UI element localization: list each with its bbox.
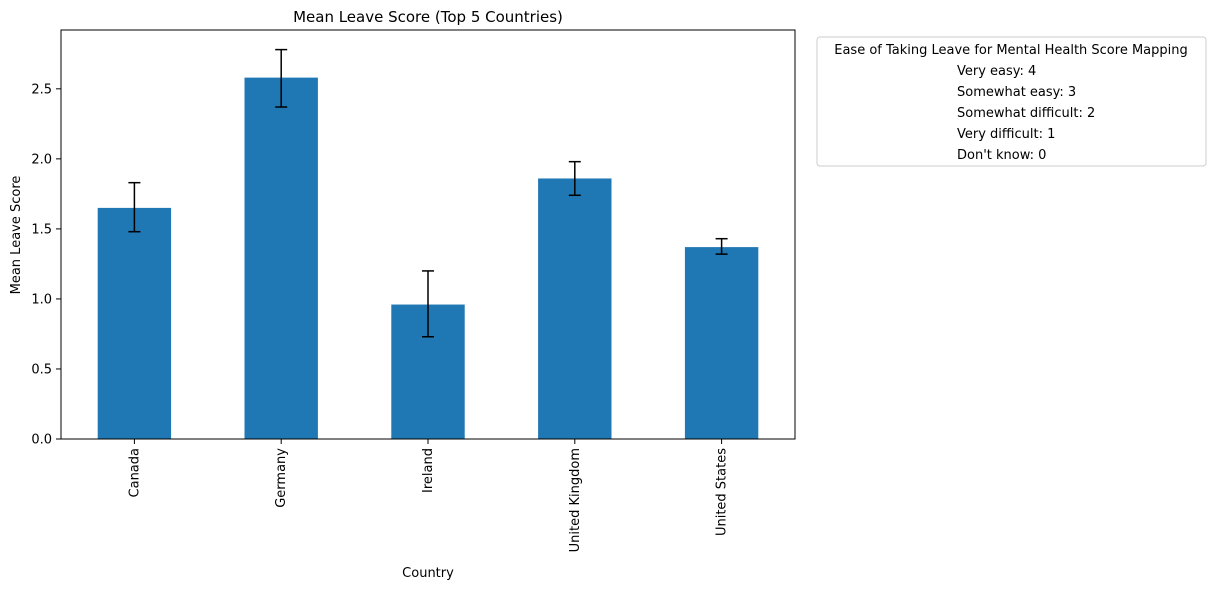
y-axis: 0.0 0.5 1.0 1.5 2.0 2.5: [31, 82, 61, 448]
y-tick-label: 2.5: [31, 82, 52, 97]
error-bar-ireland: [422, 270, 434, 338]
legend-entry-very-easy: Very easy: 4: [957, 64, 1036, 79]
y-tick-label: 1.5: [31, 222, 52, 237]
legend: Ease of Taking Leave for Mental Health S…: [816, 36, 1207, 167]
bar-canada: [97, 207, 172, 439]
bar-germany: [244, 77, 318, 439]
legend-title: Ease of Taking Leave for Mental Health S…: [834, 43, 1188, 58]
error-bar-canada: [128, 181, 141, 233]
y-tick-label: 0.0: [31, 433, 52, 448]
error-bar-united-states: [715, 237, 728, 255]
bar-united-kingdom: [538, 178, 612, 439]
y-tick-label: 0.5: [31, 362, 52, 377]
chart-title: Mean Leave Score (Top 5 Countries): [293, 8, 563, 26]
y-axis-label: Mean Leave Score: [9, 176, 24, 295]
x-tick-label-united-states: United States: [715, 448, 730, 536]
x-tick-label-germany: Germany: [274, 448, 289, 508]
x-axis-label: Country: [402, 566, 454, 581]
legend-entry-very-difficult: Very difficult: 1: [957, 127, 1055, 142]
bar-united-states: [684, 247, 759, 439]
x-tick-label-ireland: Ireland: [421, 448, 436, 493]
error-bar-germany: [275, 48, 288, 108]
x-tick-label-canada: Canada: [127, 448, 142, 497]
legend-entry-dont-know: Don't know: 0: [957, 148, 1046, 163]
y-tick-label: 2.0: [31, 152, 52, 167]
y-tick-label: 1.0: [31, 292, 52, 307]
legend-box: [816, 36, 1207, 167]
x-tick-label-united-kingdom: United Kingdom: [568, 448, 583, 552]
error-bars-layer: [128, 48, 728, 338]
legend-entry-somewhat-easy: Somewhat easy: 3: [957, 85, 1076, 100]
x-axis: Canada Germany Ireland United Kingdom United…: [127, 439, 730, 552]
legend-entry-somewhat-difficult: Somewhat difficult: 2: [957, 106, 1095, 121]
error-bar-united-kingdom: [568, 160, 581, 197]
